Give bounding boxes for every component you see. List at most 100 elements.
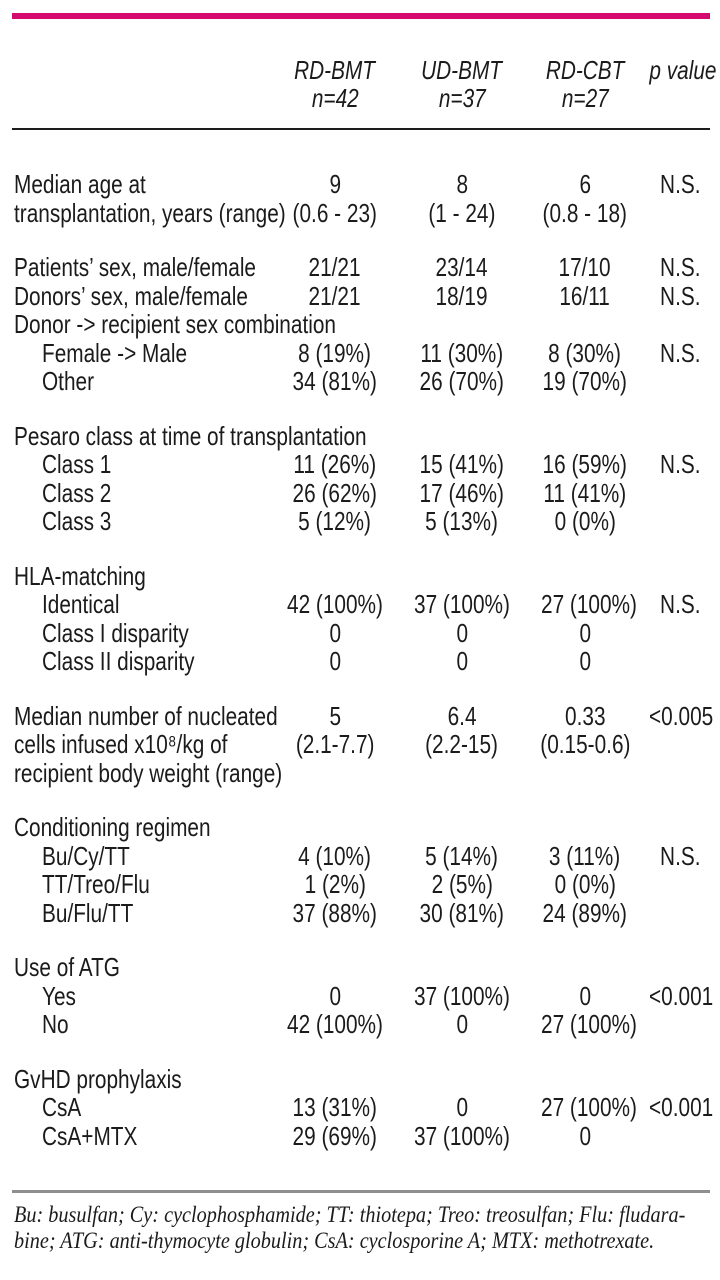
row-label: Other [14, 367, 275, 396]
value-text: 42 (100%) [287, 589, 383, 619]
value-text: 23/14 [435, 252, 489, 282]
value-cell: 26 (70%) [395, 367, 529, 396]
value-text: 24 (89%) [542, 897, 628, 928]
value-text: 42 (100%) [287, 1009, 383, 1039]
table-row: Class 1 11 (26%) 15 (41%) 16 (59%) N.S. [12, 450, 710, 479]
row-label-text: Bu/Cy/TT [42, 840, 130, 871]
value-cell: (0.15-0.6) [529, 730, 641, 759]
value-text: 6 [579, 169, 591, 199]
table-row: GvHD prophylaxis [12, 1063, 710, 1094]
column-title: p value [649, 55, 717, 85]
table-row: Donors’ sex, male/female 21/21 18/19 16/11 N… [12, 280, 710, 311]
value-text: 0 [579, 1120, 591, 1151]
value-text: N.S. [659, 280, 701, 311]
value-text: 0 [329, 646, 341, 676]
value-cell: 3 (11%) [529, 841, 641, 871]
value-text: 16/11 [559, 280, 611, 311]
value-text: 11 (26%) [293, 449, 377, 479]
value-cell: 5 (13%) [395, 507, 529, 536]
row-spacer [12, 927, 710, 953]
row-label-text: Class II disparity [42, 646, 195, 676]
row-label-text: Use of ATG [14, 952, 120, 982]
value-text: 27 (100%) [540, 589, 637, 619]
value-cell [529, 1065, 641, 1094]
value-cell [395, 813, 529, 842]
value-cell: 0 [529, 981, 641, 1011]
table-row: Donor -> recipient sex combination [12, 310, 710, 339]
value-text: (1 - 24) [428, 197, 496, 228]
value-text: 5 (14%) [425, 840, 499, 871]
value-cell: 8 (30%) [529, 338, 641, 368]
value-cell: 15 (41%) [395, 450, 529, 479]
value-cell [529, 310, 641, 339]
value-text: 0 [456, 1092, 468, 1122]
row-label: Median number of nucleated [14, 701, 278, 731]
value-text: (2.1-7.7) [295, 729, 375, 759]
value-cell: 16/11 [529, 280, 641, 311]
value-cell: 0 (0%) [529, 870, 641, 899]
value-cell: 27 (100%) [529, 1093, 641, 1122]
value-text: 0 [329, 980, 341, 1011]
row-spacer [12, 536, 710, 562]
value-cell [529, 422, 641, 451]
value-text: 0 (0%) [554, 506, 616, 536]
column-title: UD-BMT [421, 55, 503, 85]
value-text: <0.001 [649, 980, 714, 1011]
value-cell: 0 [529, 1120, 641, 1151]
value-cell [275, 759, 395, 788]
p-value-cell: N.S. [641, 337, 719, 368]
table-row: cells infused x10⁸/kg of (2.1-7.7) (2.2-15… [12, 730, 710, 759]
row-label: HLA-matching [14, 561, 275, 591]
value-cell: 19 (70%) [529, 367, 641, 396]
table-row: Pesaro class at time of transplantation [12, 421, 710, 451]
value-text: 37 (88%) [292, 897, 378, 928]
row-label: Pesaro class at time of transplantation [14, 421, 367, 451]
row-label-text: recipient body weight (range) [14, 757, 283, 788]
column-header-rd-cbt: RD-CBT n=27 [529, 56, 641, 112]
table-row: Bu/Cy/TT 4 (10%) 5 (14%) 3 (11%) N.S. [12, 840, 710, 871]
p-value-cell: N.S. [641, 170, 719, 199]
row-spacer [12, 1039, 710, 1065]
value-text: 26 (70%) [419, 366, 505, 396]
value-cell: 1 (2%) [275, 870, 395, 899]
row-label: Female -> Male [14, 338, 275, 368]
table-row: CsA+MTX 29 (69%) 37 (100%) 0 [12, 1120, 710, 1151]
value-text: N.S. [659, 337, 701, 368]
value-text: N.S. [659, 252, 701, 282]
table-row: Yes 0 37 (100%) 0 <0.001 [12, 980, 714, 1011]
value-cell: 34 (81%) [275, 367, 395, 396]
value-cell: 5 [275, 701, 395, 731]
p-value-cell [641, 562, 719, 591]
value-cell: 6.4 [395, 701, 529, 731]
value-cell: 2 (5%) [395, 870, 529, 899]
p-value-cell: N.S. [641, 253, 719, 282]
value-cell: 0 [395, 1010, 529, 1039]
p-value-cell: N.S. [641, 590, 719, 619]
row-label-text: Patients’ sex, male/female [14, 252, 257, 282]
row-label-text: GvHD prophylaxis [14, 1063, 182, 1094]
p-value-cell [641, 507, 719, 536]
row-label-text: Donor -> recipient sex combination [14, 309, 336, 339]
p-value-cell [641, 310, 719, 339]
row-spacer [12, 787, 710, 813]
accent-top-rule [12, 13, 710, 19]
value-cell [395, 1065, 529, 1094]
p-value-cell [641, 953, 719, 982]
row-label-text: Yes [42, 980, 76, 1011]
table-row: Class I disparity 0 0 0 [12, 618, 710, 648]
value-cell: (2.1-7.7) [275, 730, 395, 759]
row-label: Median age at [14, 170, 275, 199]
column-header-p-value: p value [641, 56, 719, 112]
value-text: <0.001 [649, 1092, 714, 1122]
row-label: Use of ATG [14, 953, 275, 982]
value-cell: 11 (26%) [275, 450, 395, 479]
value-text: 21/21 [308, 252, 362, 282]
value-cell: 0 [395, 647, 529, 676]
table-footnote: Bu: busulfan; Cy: cyclophosphamide; TT: … [12, 1202, 710, 1253]
value-cell: 37 (100%) [395, 590, 529, 619]
table-row: TT/Treo/Flu 1 (2%) 2 (5%) 0 (0%) [12, 870, 710, 899]
p-value-cell [641, 422, 719, 451]
p-value-cell: N.S. [641, 450, 719, 479]
row-label-text: Other [42, 366, 95, 396]
header-separator-rule [12, 128, 710, 130]
